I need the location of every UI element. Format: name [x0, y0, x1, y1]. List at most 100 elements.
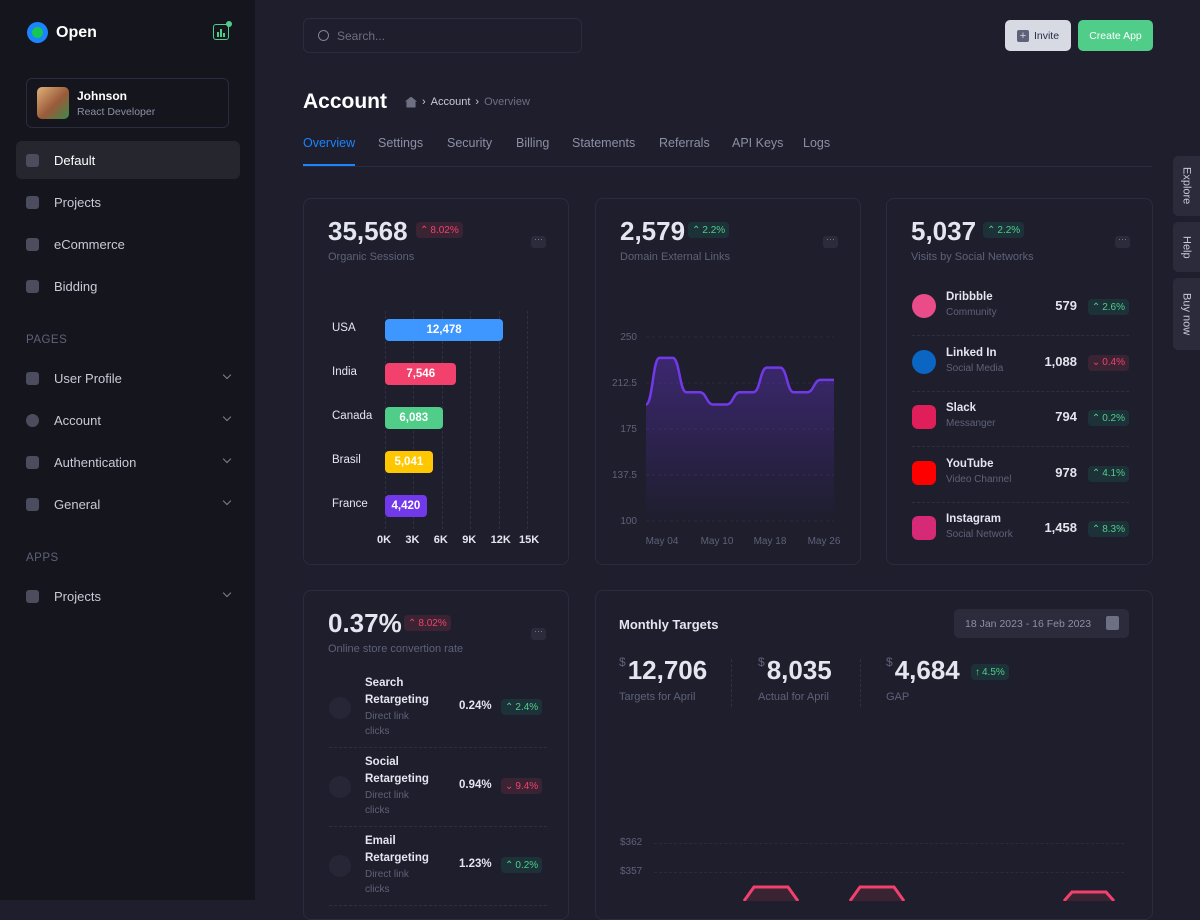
conversion-change-badge: ⌃ 8.02%: [404, 615, 451, 631]
sidebar-item-label: Authentication: [54, 454, 137, 470]
more-icon[interactable]: ···: [531, 627, 546, 640]
social-row[interactable]: YouTube Video Channel 978 ⌃ 4.1%: [912, 448, 1129, 503]
chevron-down-icon: [222, 412, 232, 422]
conversion-row[interactable]: Search Retargeting Direct link clicks 0.…: [329, 675, 547, 748]
badge-value: 9.4%: [515, 780, 539, 792]
tab-settings[interactable]: Settings: [378, 136, 424, 150]
chevron-down-icon: [222, 454, 232, 464]
create-app-button[interactable]: Create App: [1078, 20, 1153, 51]
tab-billing[interactable]: Billing: [516, 136, 550, 150]
buy-now-tab[interactable]: Buy now: [1173, 278, 1200, 350]
chart-icon: [26, 237, 39, 251]
more-icon[interactable]: ···: [531, 235, 546, 248]
help-tab[interactable]: Help: [1173, 222, 1200, 272]
sidebar-item-label: User Profile: [54, 370, 122, 386]
sidebar-item-user-profile[interactable]: User Profile: [16, 359, 240, 397]
x-tick: May 04: [646, 536, 679, 547]
social-value: 1,088: [1044, 353, 1077, 369]
badge-value: 2.2%: [702, 224, 726, 236]
monthly-targets-card: Monthly Targets $12,706 Targets for Apri…: [595, 590, 1153, 920]
chevron-down-icon: [222, 588, 232, 598]
avatar: [37, 87, 69, 119]
logo[interactable]: Open: [27, 22, 97, 43]
y-tick: 100: [620, 516, 637, 527]
slack-icon: [912, 405, 936, 429]
sidebar-item-label: eCommerce: [54, 236, 125, 252]
stat-label: Targets for April: [619, 691, 696, 703]
more-icon[interactable]: ···: [1115, 235, 1130, 248]
more-icon[interactable]: ···: [823, 235, 838, 248]
profile-icon: [26, 371, 39, 385]
folder-icon: [26, 195, 39, 209]
bar: 5,041: [385, 451, 433, 473]
invite-button[interactable]: + Invite: [1005, 20, 1071, 51]
currency-symbol: $: [758, 655, 765, 669]
bar: 4,420: [385, 495, 427, 517]
sidebar-item-apps-projects[interactable]: Projects: [16, 577, 240, 615]
tiktok-icon: [329, 776, 351, 798]
links-value: 2,579: [620, 216, 686, 246]
bar-category-label: USA: [332, 322, 356, 334]
social-change-badge: ⌃ 0.2%: [1087, 410, 1129, 426]
sidebar-item-ecommerce[interactable]: eCommerce: [16, 225, 240, 263]
sidebar-item-general[interactable]: General: [16, 485, 240, 523]
social-row[interactable]: Dribbble Community 579 ⌃ 2.6%: [912, 281, 1129, 336]
social-row[interactable]: Instagram Social Network 1,458 ⌃ 8.3%: [912, 503, 1129, 558]
arrow-up-icon: ⌃: [692, 224, 701, 236]
sidebar-item-authentication[interactable]: Authentication: [16, 443, 240, 481]
badge-value: 8.02%: [418, 617, 447, 629]
conversion-row[interactable]: Social Retargeting Direct link clicks 0.…: [329, 754, 547, 827]
tab-security[interactable]: Security: [447, 136, 493, 150]
targets-chart-shapes: [742, 885, 1116, 901]
tab-statements[interactable]: Statements: [572, 136, 636, 150]
social-change-badge: ⌃ 4.1%: [1087, 465, 1129, 482]
rocket-icon: [26, 497, 39, 511]
x-tick: 12K: [490, 534, 511, 546]
pie-icon: [26, 413, 39, 427]
plus-icon: +: [1016, 29, 1029, 42]
y-tick: 212.5: [612, 378, 637, 389]
explore-tab[interactable]: Explore: [1173, 156, 1200, 216]
social-name: YouTube: [946, 457, 994, 470]
grid-icon: [26, 153, 39, 167]
gridline: [654, 843, 1124, 844]
conversion-change-badge: ⌃ 0.2%: [501, 857, 543, 873]
tab-api-keys[interactable]: API Keys: [732, 136, 784, 150]
chart-shape: [848, 885, 906, 901]
sidebar-item-bidding[interactable]: Bidding: [16, 267, 240, 305]
stat-label: GAP: [886, 691, 910, 703]
home-icon[interactable]: [405, 96, 417, 108]
y-tick: $362: [620, 837, 643, 848]
date-range-picker[interactable]: 18 Jan 2023 - 16 Feb 2023: [954, 609, 1129, 638]
stat-gap: $4,684: [886, 655, 960, 686]
sidebar-item-default[interactable]: Default: [16, 141, 240, 179]
social-networks-card: 5,037 ⌃ 2.2% Visits by Social Networks ··…: [886, 198, 1153, 565]
arrow-up-icon: ⌃: [1091, 301, 1101, 313]
user-card[interactable]: Johnson React Developer: [26, 78, 229, 128]
section-label-apps: APPS: [26, 552, 59, 564]
social-row[interactable]: Slack Messanger 794 ⌃ 0.2%: [912, 392, 1129, 447]
stat-targets: $12,706: [619, 655, 707, 686]
social-value: 579: [1055, 298, 1077, 313]
tab-referrals[interactable]: Referrals: [659, 136, 710, 150]
breadcrumb-parent[interactable]: Account: [430, 96, 471, 108]
sidebar-item-label: Bidding: [54, 278, 98, 294]
sidebar-item-projects[interactable]: Projects: [16, 183, 240, 221]
date-range-label: 18 Jan 2023 - 16 Feb 2023: [965, 617, 1092, 630]
search-box[interactable]: [303, 18, 582, 53]
social-value: 1,458: [1044, 520, 1077, 535]
conversion-row[interactable]: Email Retargeting Direct link clicks 1.2…: [329, 833, 547, 906]
social-row[interactable]: Linked In Social Media 1,088 ⌄ 0.4%: [912, 337, 1129, 392]
tab-logs[interactable]: Logs: [803, 136, 831, 150]
conversion-value: 0.94%: [459, 779, 492, 791]
activity-chart-icon[interactable]: [213, 21, 232, 40]
conversion-name: Retargeting: [365, 773, 429, 785]
search-input[interactable]: [337, 28, 557, 43]
y-tick: 137.5: [612, 470, 637, 481]
bar-value-label: 6,083: [399, 412, 429, 424]
tab-overview[interactable]: Overview: [303, 136, 356, 166]
conversion-change-badge: ⌄ 9.4%: [501, 778, 543, 794]
x-tick: 9K: [462, 534, 477, 546]
sidebar-item-account[interactable]: Account: [16, 401, 240, 439]
folder-icon: [26, 589, 39, 603]
